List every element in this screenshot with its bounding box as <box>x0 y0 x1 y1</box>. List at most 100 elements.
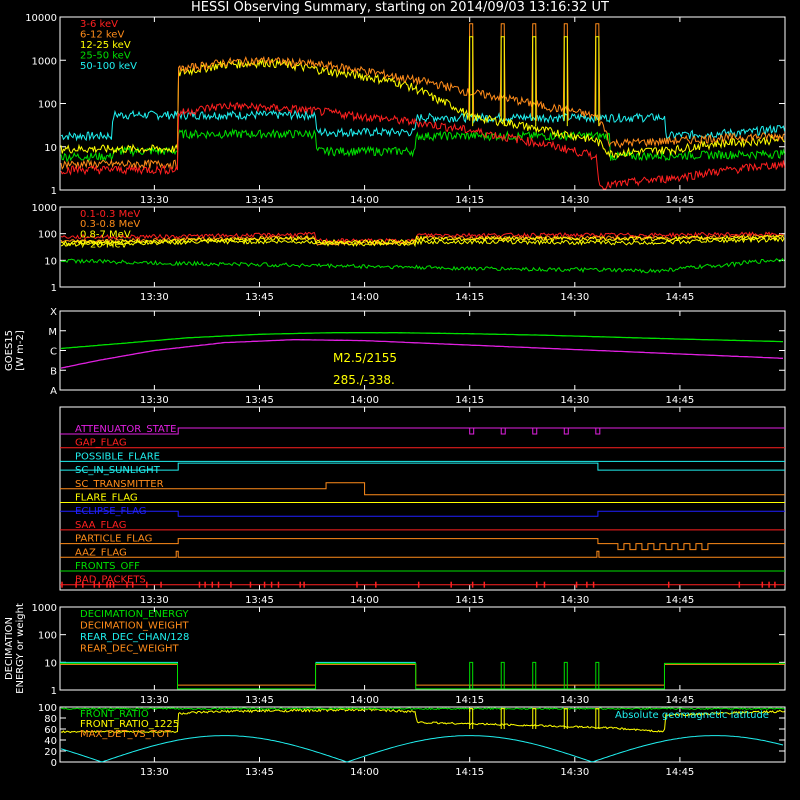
legend-entry: REAR_DEC_CHAN/128 <box>80 632 189 643</box>
flag-label: ECLIPSE_FLAG <box>75 506 146 517</box>
y-axis-label: [W m-2] <box>15 330 26 371</box>
flag-label: SC_TRANSMITTER <box>75 479 164 490</box>
time-tick-label: 13:45 <box>245 292 274 303</box>
panel-frame-1 <box>59 16 786 191</box>
flag-line <box>60 550 785 558</box>
time-tick-label: 14:00 <box>350 195 379 206</box>
y-tick-label: 100 <box>38 230 57 241</box>
legend-entry: FRONT_RATIO <box>80 709 149 720</box>
y-axis-label: ENERGY or weight <box>15 603 26 694</box>
flag-label: FLARE_FLAG <box>75 493 138 504</box>
panel-frame-4 <box>59 406 786 591</box>
y-tick-label: A <box>50 386 57 397</box>
time-tick-label: 13:30 <box>140 395 169 406</box>
series-line <box>60 231 785 244</box>
panel-frame-5 <box>59 606 786 691</box>
series-line <box>60 257 785 274</box>
attenuator-spike <box>563 36 568 127</box>
time-tick-label: 13:45 <box>245 695 274 706</box>
legend-entry-geomagnetic: Absolute geomagnetic latitude <box>615 710 769 721</box>
flag-dip <box>469 428 475 435</box>
time-tick-label: 14:15 <box>455 395 484 406</box>
flag-line <box>60 510 785 517</box>
flag-label: POSSIBLE_FLARE <box>75 451 160 462</box>
time-tick-label: 13:30 <box>140 195 169 206</box>
series-line-50-100-keV <box>60 109 786 142</box>
legend-entry: FRONT_RATIO_1225 <box>80 719 179 730</box>
time-tick-label: 13:30 <box>140 695 169 706</box>
y-tick-label: 1 <box>51 186 57 197</box>
y-tick-label: 1 <box>51 686 57 697</box>
count-rate-series <box>60 23 786 190</box>
time-tick-label: 13:45 <box>245 195 274 206</box>
series-line-25-50-keV <box>60 128 786 163</box>
time-tick-label: 14:15 <box>455 695 484 706</box>
time-tick-label: 14:00 <box>350 292 379 303</box>
panel-frame-6 <box>59 706 786 763</box>
flag-label: SAA_FLAG <box>75 520 126 531</box>
y-tick-label: 1000 <box>32 203 57 214</box>
decimation-spike <box>532 661 537 689</box>
time-tick-label: 14:45 <box>665 292 694 303</box>
time-tick-label: 13:45 <box>245 395 274 406</box>
panel-frame-3 <box>59 310 786 391</box>
decimation-spike <box>500 661 505 689</box>
decimation-weight-line <box>60 663 785 686</box>
time-tick-label: 14:00 <box>350 767 379 778</box>
time-tick-label: 13:30 <box>140 767 169 778</box>
goes-position-annotation: 285./-338. <box>333 373 395 387</box>
y-tick-label: 80 <box>44 714 57 725</box>
goes-line <box>60 338 783 369</box>
front-ratio-spike <box>595 708 600 729</box>
series-line-6-12-keV <box>60 55 785 171</box>
y-tick-label: M <box>48 327 57 338</box>
flag-dip <box>595 428 601 435</box>
legend-entry: REAR_DEC_WEIGHT <box>80 644 179 655</box>
y-axis-label: DECIMATION <box>4 617 15 680</box>
legend-entry: 3-6 keV <box>80 19 118 30</box>
y-tick-label: 10 <box>44 658 57 669</box>
front-ratio-1225-line <box>60 707 785 734</box>
time-tick-label: 14:30 <box>560 195 589 206</box>
y-tick-label: 60 <box>44 725 57 736</box>
attenuator-spike <box>532 36 537 127</box>
legend-entry: 50-100 keV <box>80 61 137 72</box>
y-tick-label: 40 <box>44 736 57 747</box>
flag-line <box>60 538 785 551</box>
y-tick-label: 1000 <box>32 56 57 67</box>
legend-entry: DECIMATION_WEIGHT <box>80 621 189 632</box>
y-tick-label: 1 <box>51 283 57 294</box>
panel-frame-2 <box>59 206 786 288</box>
plot-title: HESSI Observing Summary, starting on 201… <box>191 0 609 15</box>
y-tick-label: 100 <box>38 100 57 111</box>
geomagnetic-latitude-line <box>60 735 784 763</box>
decimation-energy-line <box>60 662 785 690</box>
time-tick-label: 14:00 <box>350 695 379 706</box>
front-ratio-spike <box>532 708 537 729</box>
y-axis-label: GOES15 <box>4 330 15 371</box>
legend-entry: DECIMATION_ENERGY <box>80 609 189 620</box>
legend-entry: 25-50 keV <box>80 51 131 62</box>
time-tick-label: 14:15 <box>455 292 484 303</box>
y-tick-label: 0 <box>51 758 57 769</box>
y-tick-label: B <box>50 366 57 377</box>
time-tick-label: 14:30 <box>560 595 589 606</box>
time-tick-label: 13:30 <box>140 292 169 303</box>
y-tick-label: X <box>50 307 57 318</box>
y-tick-label: 1000 <box>32 603 57 614</box>
front-ratio-spike <box>469 708 474 729</box>
time-tick-label: 14:45 <box>665 195 694 206</box>
flag-line <box>60 462 785 471</box>
decimation-spike <box>563 661 568 689</box>
legend-entry: 12-25 keV <box>80 40 131 51</box>
flag-dip <box>563 428 569 435</box>
flag-dip <box>500 428 506 435</box>
series-line <box>60 237 785 247</box>
time-tick-label: 14:30 <box>560 292 589 303</box>
time-tick-label: 14:45 <box>665 595 694 606</box>
legend-entry: 6-12 keV <box>80 30 124 41</box>
time-tick-label: 14:30 <box>560 767 589 778</box>
flag-line <box>60 427 785 435</box>
